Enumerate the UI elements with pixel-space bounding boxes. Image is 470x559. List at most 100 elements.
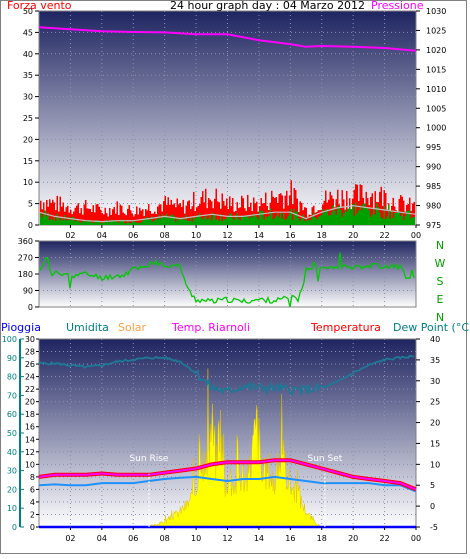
wind-speed-bar bbox=[326, 208, 328, 225]
wind-gust-bar bbox=[148, 204, 150, 225]
wind-speed-bar bbox=[262, 210, 264, 225]
wind-speed-bar bbox=[382, 218, 384, 225]
direction-tick-label: 0 bbox=[28, 303, 33, 312]
wind-speed-bar bbox=[404, 216, 406, 225]
wind-gust-bar bbox=[112, 209, 114, 225]
wind-speed-bar bbox=[41, 217, 43, 225]
wind-speed-bar bbox=[215, 219, 217, 225]
wind-gust-bar bbox=[83, 204, 85, 225]
wind-speed-bar bbox=[55, 221, 57, 225]
direction-tick-label: 90 bbox=[23, 287, 33, 296]
legend-item: Umidita bbox=[66, 321, 109, 334]
wind-speed-bar bbox=[350, 209, 352, 225]
wind-speed-bar bbox=[323, 212, 325, 225]
temp-x-tick-label: 12 bbox=[222, 534, 232, 543]
wind-gust-bar bbox=[164, 196, 166, 225]
wind-gust-bar bbox=[46, 200, 48, 225]
wind-speed-bar bbox=[88, 219, 90, 225]
wind-speed-bar bbox=[110, 219, 112, 225]
wind-speed-bar bbox=[62, 219, 64, 225]
wind-speed-bar bbox=[370, 216, 372, 225]
wind-gust-bar bbox=[119, 204, 121, 225]
wind-gust-bar bbox=[247, 194, 249, 225]
wind-speed-bar bbox=[269, 208, 271, 225]
wind-speed-bar bbox=[227, 216, 229, 225]
wind-speed-bar bbox=[82, 221, 84, 225]
wind-gust-bar bbox=[175, 207, 177, 225]
wind-speed-bar bbox=[274, 217, 276, 225]
wind-speed-bar bbox=[349, 207, 351, 225]
wind-speed-bar bbox=[185, 215, 187, 225]
wind-speed-bar bbox=[284, 219, 286, 225]
wind-speed-bar bbox=[152, 221, 154, 225]
wind-speed-bar bbox=[193, 217, 195, 225]
wind-speed-bar bbox=[116, 222, 118, 225]
wind-gust-bar bbox=[130, 210, 132, 225]
wind-gust-bar bbox=[266, 206, 268, 225]
wind-speed-bar bbox=[145, 218, 147, 225]
humidity-tick-label: 50 bbox=[7, 429, 17, 438]
wind-tick-label: 35 bbox=[23, 71, 33, 80]
pressure-tick-label: 1025 bbox=[426, 26, 446, 35]
wind-speed-bar bbox=[158, 214, 160, 225]
wind-gust-bar bbox=[289, 195, 291, 225]
wind-gust-bar bbox=[305, 207, 307, 225]
wind-speed-bar bbox=[83, 220, 85, 225]
wind-speed-bar bbox=[146, 216, 148, 225]
wind-speed-bar bbox=[212, 212, 214, 225]
wind-speed-bar bbox=[305, 217, 307, 225]
wind-x-tick-label: 16 bbox=[285, 231, 295, 240]
wind-speed-bar bbox=[92, 222, 94, 225]
chart-title: 24 hour graph day : 04 Marzo 2012 bbox=[170, 0, 365, 12]
wind-speed-bar bbox=[398, 210, 400, 225]
wind-gust-bar bbox=[203, 202, 205, 225]
legend-item: Temperatura bbox=[310, 321, 381, 334]
wind-gust-bar bbox=[290, 180, 292, 225]
wind-x-tick-label: 20 bbox=[348, 231, 358, 240]
wind-speed-bar bbox=[296, 211, 298, 225]
wind-gust-bar bbox=[281, 195, 283, 225]
temp-tick-label: 0 bbox=[430, 502, 435, 511]
wind-gust-bar bbox=[410, 210, 412, 225]
pressure-tick-label: 985 bbox=[426, 182, 441, 191]
wind-speed-bar bbox=[94, 220, 96, 225]
temp-tick-label: 40 bbox=[430, 335, 440, 344]
wind-speed-bar bbox=[379, 212, 381, 225]
wind-gust-bar bbox=[67, 205, 69, 225]
wind-tick-label: 10 bbox=[23, 178, 33, 187]
wind-speed-bar bbox=[389, 218, 391, 225]
wind-gust-bar bbox=[217, 201, 219, 225]
wind-gust-bar bbox=[214, 198, 216, 225]
wind-gust-bar bbox=[272, 196, 274, 225]
wind-gust-bar bbox=[74, 207, 76, 225]
wind-speed-bar bbox=[368, 210, 370, 225]
wind-gust-bar bbox=[59, 196, 61, 225]
wind-speed-bar bbox=[257, 219, 259, 225]
wind-gust-bar bbox=[79, 213, 81, 225]
wind-speed-bar bbox=[392, 217, 394, 225]
wind-gust-bar bbox=[167, 197, 169, 225]
wind-speed-bar bbox=[352, 204, 354, 225]
sun-annotations: Sun Rise Sun Set bbox=[129, 454, 343, 527]
wind-speed-bar bbox=[401, 211, 403, 225]
wind-gust-bar bbox=[52, 199, 54, 225]
wind-gust-bar bbox=[209, 199, 211, 225]
wind-gust-bar bbox=[160, 204, 162, 225]
rain-tick-label: 16 bbox=[25, 423, 35, 432]
wind-speed-bar bbox=[97, 220, 99, 225]
wind-speed-bar bbox=[47, 212, 49, 225]
wind-gust-bar bbox=[109, 208, 111, 225]
wind-gust-bar bbox=[142, 209, 144, 225]
temp-tick-label: 35 bbox=[430, 356, 440, 365]
wind-gust-bar bbox=[187, 201, 189, 225]
wind-gust-bar bbox=[401, 196, 403, 225]
wind-speed-bar bbox=[230, 213, 232, 225]
wind-speed-bar bbox=[290, 208, 292, 225]
wind-gust-bar bbox=[254, 203, 256, 225]
wind-speed-bar bbox=[134, 221, 136, 225]
wind-tick-label: 0 bbox=[28, 221, 33, 230]
wind-gust-bar bbox=[223, 201, 225, 225]
wind-speed-bar bbox=[163, 217, 165, 225]
wind-gust-bar bbox=[275, 197, 277, 225]
wind-speed-bar bbox=[407, 211, 409, 225]
